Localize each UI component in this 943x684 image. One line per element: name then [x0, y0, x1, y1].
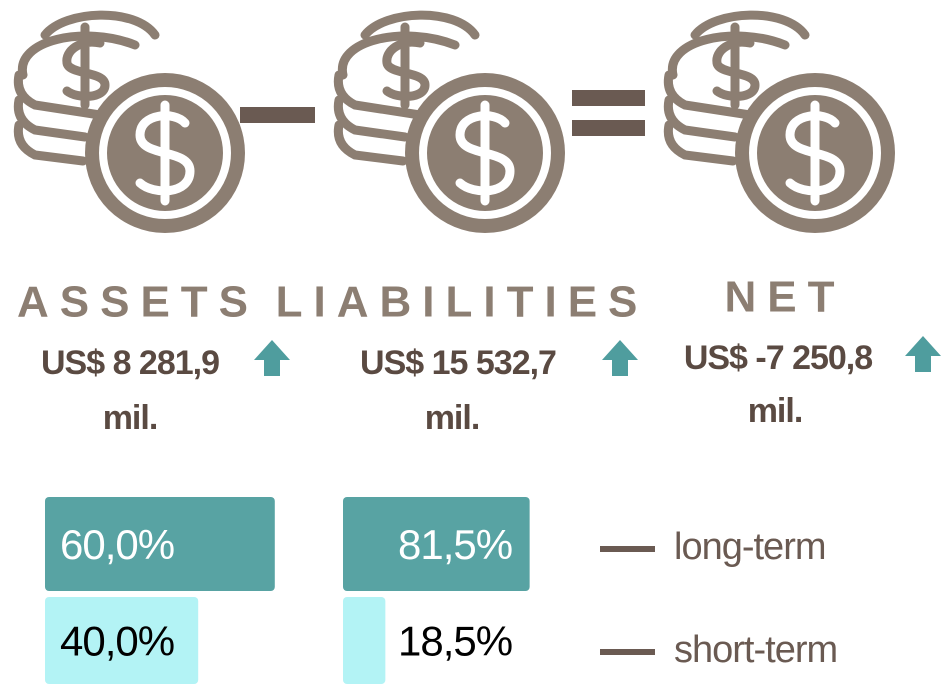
- coins-icon: [338, 15, 565, 233]
- coins-icon: [668, 15, 895, 233]
- amount: US$ -7 250,8: [684, 339, 872, 377]
- up-arrow: [602, 340, 638, 376]
- share-label: 60,0%: [60, 521, 174, 568]
- legend-text: short-term: [674, 629, 837, 671]
- share-bar: [45, 597, 199, 684]
- column-title: NET: [725, 273, 846, 322]
- share-bar: [343, 597, 386, 684]
- column-title: ASSETS: [17, 278, 259, 327]
- minus-sign: [240, 107, 315, 123]
- share-label: 40,0%: [60, 618, 174, 665]
- coins-icon: [18, 15, 245, 233]
- column-title: LIABILITIES: [276, 278, 649, 327]
- up-arrow: [905, 336, 941, 372]
- share-label: 18,5%: [398, 618, 512, 665]
- equals-sign: [572, 120, 645, 136]
- unit: mil.: [103, 399, 158, 437]
- amount: US$ 8 281,9: [41, 344, 219, 382]
- legend-text: long-term: [674, 526, 826, 568]
- unit: mil.: [425, 399, 480, 437]
- up-arrow: [254, 340, 290, 376]
- amount: US$ 15 532,7: [360, 344, 556, 382]
- share-bar: [45, 497, 275, 591]
- share-bar: [343, 497, 530, 591]
- equals-sign: [572, 90, 645, 106]
- share-label: 81,5%: [398, 521, 512, 568]
- unit: mil.: [748, 392, 803, 430]
